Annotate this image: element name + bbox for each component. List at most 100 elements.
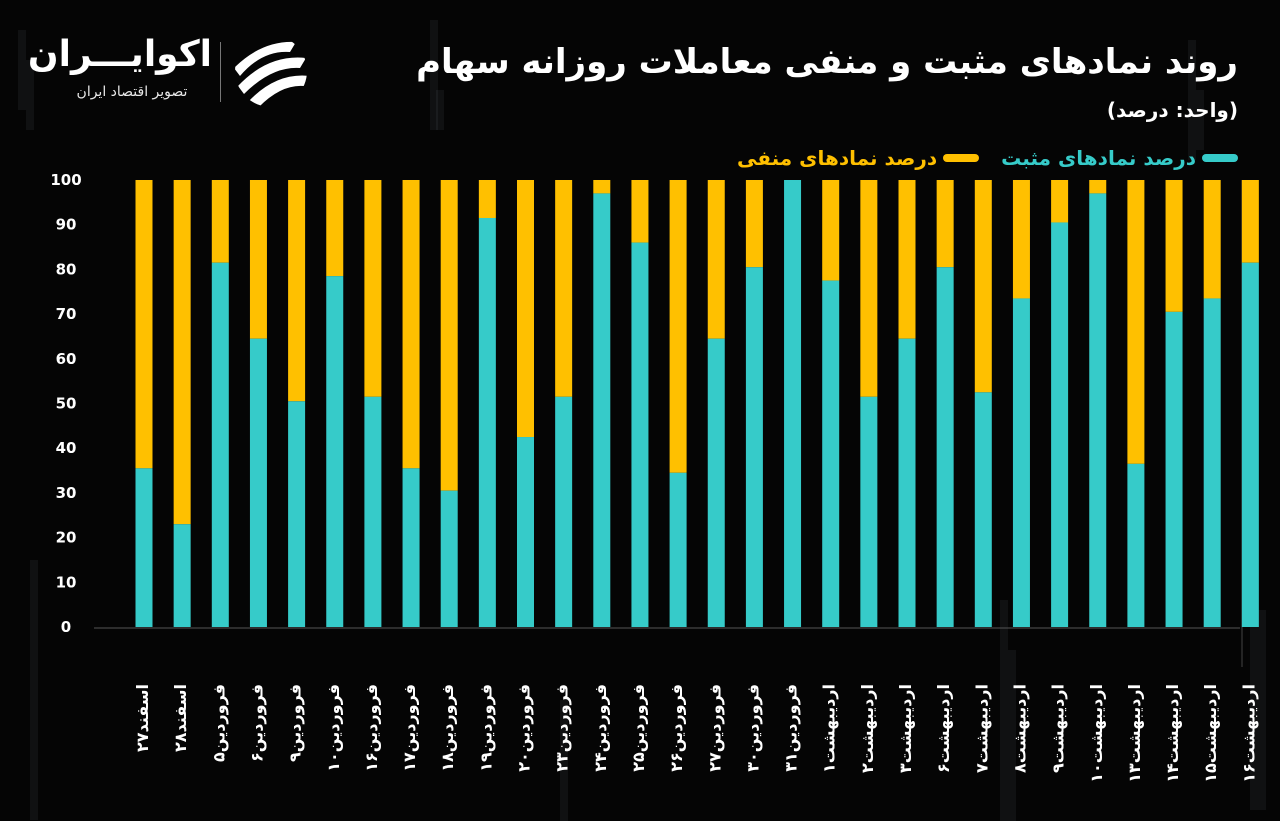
x-tick-label: فروردین۲۳ <box>553 684 572 772</box>
bar-positive <box>1203 298 1221 627</box>
bar-positive <box>135 468 153 627</box>
x-tick-label: فروردین۲۴ <box>591 684 610 772</box>
x-tick-label: فروردین۹ <box>286 684 305 762</box>
bar-positive <box>593 193 611 627</box>
x-tick-label: فروردین۲۵ <box>629 684 648 772</box>
x-tick-label: اردیبهشت۱۴ <box>1163 684 1182 783</box>
legend-swatch-negative <box>943 154 980 162</box>
bg-candle-7 <box>1258 610 1266 810</box>
bg-candle-3 <box>436 90 444 130</box>
x-tick-label: فروردین۲۰ <box>515 684 534 772</box>
x-tick-label: اردیبهشت۱۵ <box>1201 684 1220 783</box>
x-tick-label: اسفند۲۷ <box>133 684 152 752</box>
logo-name: اکوایـــران <box>27 34 212 75</box>
bg-candle-0 <box>18 30 26 110</box>
bar-positive <box>1241 262 1259 627</box>
bar-negative <box>1241 180 1259 263</box>
bar-positive <box>1127 463 1145 627</box>
y-tick-label: 50 <box>56 395 77 413</box>
bar-positive <box>1012 298 1030 627</box>
bar-positive <box>211 262 229 627</box>
bg-candle-11 <box>30 560 38 820</box>
x-tick-label: فروردین۱۷ <box>400 684 419 772</box>
page-title: روند نمادهای مثبت و منفی معاملات روزانه … <box>416 42 1238 82</box>
bar-negative <box>593 180 611 194</box>
bar-negative <box>440 180 458 491</box>
y-tick-label: 30 <box>56 484 77 502</box>
bg-candle-2 <box>430 20 438 130</box>
x-tick-label: اردیبهشت۷ <box>972 684 991 773</box>
x-tick-label: فروردین۱۶ <box>362 684 381 772</box>
bar-positive <box>478 217 496 627</box>
bar-negative <box>669 180 687 473</box>
bar-positive <box>249 338 267 627</box>
x-tick-label: اسفند۲۸ <box>171 684 190 752</box>
bar-positive <box>707 338 725 627</box>
bar-negative <box>517 180 534 438</box>
x-tick-label: فروردین۱۰ <box>324 684 343 772</box>
legend-item-negative: درصد نمادهای منفی <box>737 146 980 170</box>
logo-divider <box>220 42 221 102</box>
bar-positive <box>555 396 573 627</box>
bar-positive <box>1089 193 1107 627</box>
bar-negative <box>936 180 954 268</box>
x-tick-label: فروردین۲۷ <box>705 684 724 772</box>
chart-legend: درصد نمادهای مثبت درصد نمادهای منفی <box>737 146 1238 170</box>
bar-positive <box>860 396 878 627</box>
bar-positive <box>1165 311 1183 627</box>
x-tick-label: اردیبهشت۲ <box>858 684 877 773</box>
bar-negative <box>555 180 573 397</box>
bar-positive <box>822 280 840 627</box>
unit-label: (واحد: درصد) <box>1106 98 1238 122</box>
bar-negative <box>1089 180 1107 194</box>
bar-positive <box>898 338 916 627</box>
x-tick-label: اردیبهشت۳ <box>896 684 915 773</box>
bar-positive <box>1051 222 1069 627</box>
y-tick-label: 60 <box>56 350 77 368</box>
x-tick-label: اردیبهشت۱ <box>820 684 839 773</box>
y-tick-label: 70 <box>56 305 77 323</box>
y-tick-label: 80 <box>56 260 77 278</box>
x-tick-label: اردیبهشت۶ <box>934 684 953 773</box>
bar-negative <box>1165 180 1183 312</box>
x-tick-label: اردیبهشت۱۰ <box>1087 684 1106 783</box>
bar-positive <box>173 524 191 627</box>
y-tick-label: 20 <box>56 529 77 547</box>
bar-negative <box>288 180 306 402</box>
y-tick-label: 40 <box>56 439 77 457</box>
bar-positive <box>440 490 458 627</box>
bar-negative <box>1203 180 1221 299</box>
legend-item-positive: درصد نمادهای مثبت <box>1001 146 1238 170</box>
logo-tagline: تصویر اقتصاد ایران <box>76 84 188 100</box>
bar-negative <box>249 180 267 339</box>
x-tick-label: فروردین۲۶ <box>667 684 686 772</box>
x-tick-label: فروردین۶ <box>247 684 266 762</box>
bar-positive <box>669 472 687 627</box>
x-tick-label: فروردین۵ <box>209 684 228 762</box>
bar-positive <box>402 468 420 627</box>
bar-positive <box>631 242 649 627</box>
bg-candle-9 <box>1008 650 1016 821</box>
logo: اکوایـــران تصویر اقتصاد ایران <box>27 32 314 112</box>
x-tick-label: اردیبهشت۱۶ <box>1239 684 1258 783</box>
bg-candle-5 <box>1196 90 1204 150</box>
bg-candle-1 <box>26 60 34 130</box>
bar-negative <box>974 180 992 393</box>
bar-positive <box>364 396 382 627</box>
bar-positive <box>936 267 954 627</box>
bar-negative <box>1127 180 1145 464</box>
bar-negative <box>173 180 191 525</box>
bar-negative <box>898 180 916 339</box>
bar-negative <box>135 180 153 469</box>
x-tick-label: اردیبهشت۱۳ <box>1125 684 1144 783</box>
x-tick-label: اردیبهشت۹ <box>1049 684 1068 773</box>
bar-negative <box>402 180 420 469</box>
x-tick-label: فروردین۱۹ <box>476 684 495 772</box>
bar-negative <box>745 180 763 268</box>
bar-negative <box>631 180 649 243</box>
bar-negative <box>822 180 840 281</box>
bar-positive <box>745 267 763 627</box>
legend-label-positive: درصد نمادهای مثبت <box>1001 146 1196 170</box>
